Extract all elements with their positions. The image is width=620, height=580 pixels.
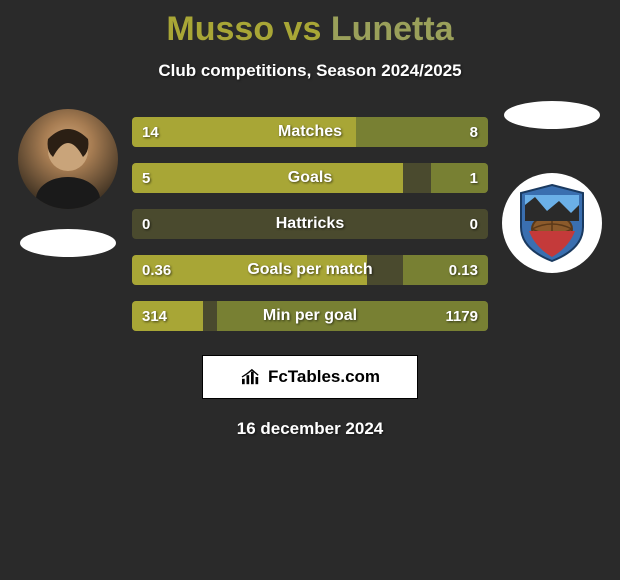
bar-right-fill bbox=[431, 163, 488, 193]
player2-club-badge bbox=[502, 173, 602, 273]
watermark: FcTables.com bbox=[202, 355, 418, 399]
stats-area: 148Matches 51Goals 0 0Hattricks 0.360.13Goal… bbox=[0, 109, 620, 347]
avatar-placeholder-icon bbox=[18, 109, 118, 209]
player1-column bbox=[14, 109, 122, 257]
stat-row: 51Goals bbox=[132, 163, 488, 193]
subtitle: Club competitions, Season 2024/2025 bbox=[0, 61, 620, 81]
bar-left-fill bbox=[132, 255, 367, 285]
stat-right-value: 0 bbox=[460, 209, 488, 239]
stat-row: 148Matches bbox=[132, 117, 488, 147]
comparison-infographic: Musso vs Lunetta Club competitions, Seas… bbox=[0, 0, 620, 439]
bar-left-fill bbox=[132, 117, 356, 147]
title-player2: Lunetta bbox=[331, 10, 454, 48]
stat-bars: 148Matches 51Goals 0 0Hattricks 0.360.13Goal… bbox=[132, 117, 488, 347]
title-player1: Musso bbox=[166, 10, 274, 48]
stat-left-value: 0 bbox=[132, 209, 160, 239]
title-vs: vs bbox=[284, 10, 331, 48]
date: 16 december 2024 bbox=[0, 419, 620, 439]
stat-label: Hattricks bbox=[132, 209, 488, 239]
player1-club-placeholder bbox=[20, 229, 116, 257]
stat-row: 3141179Min per goal bbox=[132, 301, 488, 331]
page-title: Musso vs Lunetta bbox=[0, 10, 620, 49]
player2-placeholder bbox=[504, 101, 600, 129]
stat-row: 0 0Hattricks bbox=[132, 209, 488, 239]
bar-left-fill bbox=[132, 163, 403, 193]
bar-right-fill bbox=[217, 301, 488, 331]
bar-left-fill bbox=[132, 301, 203, 331]
player1-avatar bbox=[18, 109, 118, 209]
bar-right-fill bbox=[356, 117, 488, 147]
player2-column bbox=[498, 101, 606, 273]
shield-icon bbox=[517, 183, 587, 263]
watermark-text: FcTables.com bbox=[268, 367, 380, 387]
stat-row: 0.360.13Goals per match bbox=[132, 255, 488, 285]
bar-right-fill bbox=[403, 255, 488, 285]
bar-chart-icon bbox=[240, 368, 262, 386]
